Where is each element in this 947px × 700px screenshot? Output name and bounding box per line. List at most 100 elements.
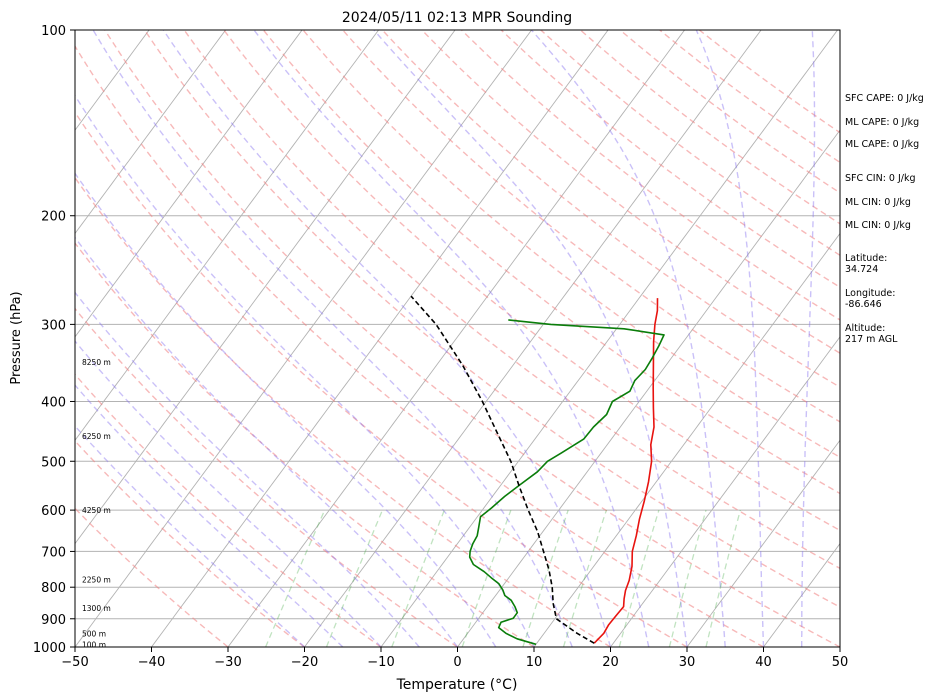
parcel-line [410,295,595,644]
mixing-ratio-line [391,509,446,647]
x-tick-label: −50 [61,655,88,670]
ml-cape-text: ML CAPE: 0 J/kg [845,117,920,128]
longitude-label: Longitude: [845,288,896,299]
dry-adiabat-line [223,30,840,532]
height-label: 8250 m [82,358,111,367]
mixing-ratio-line [461,509,512,647]
dry-adiabat-line [381,30,840,388]
dry-adiabat-line [183,30,840,570]
moist-adiabat-line [92,30,573,647]
mixing-ratio-line [562,509,608,647]
mixing-ratio-line [265,509,326,647]
dry-adiabat-line [75,111,688,647]
x-tick-label: 0 [453,655,461,670]
moist-adiabat-line [373,30,688,647]
dry-adiabat-line [619,30,840,194]
sfc-cape-text: SFC CAPE: 0 J/kg [845,93,924,104]
mixing-ratio-line [522,509,569,647]
height-label: 4250 m [82,506,111,515]
x-tick-label: −10 [367,655,394,670]
isotherm-line [533,232,840,647]
height-label: 1300 m [82,604,111,613]
altitude-label: Altitude: [845,323,886,334]
plot-background [75,30,840,647]
moist-adiabat-line [75,94,535,647]
moist-adiabat-line [75,384,344,647]
dry-adiabat-line [302,30,840,459]
moist-adiabat-line [75,340,382,647]
longitude-value: -86.646 [845,299,882,310]
y-tick-label: 200 [41,210,66,225]
y-axis: 100 200 300 400 500 600 700 800 900 1000 [33,24,75,656]
ml-cin-text: ML CIN: 0 J/kg [845,197,911,208]
isotherm-line [151,30,609,647]
y-tick-label: 600 [41,504,66,519]
x-tick-label: −30 [214,655,241,670]
y-tick-label: 400 [41,395,66,410]
background-lines [75,30,840,647]
sounding-series [410,295,665,646]
x-tick-label: 30 [679,655,696,670]
isotherm-line [380,30,838,647]
height-label: 6250 m [82,432,111,441]
y-tick-label: 800 [41,581,66,596]
temperature-line [593,298,659,644]
isotherm-line [610,336,840,647]
ml-cape-text-2: ML CAPE: 0 J/kg [845,139,920,150]
dewpoint-line [468,319,665,646]
x-tick-label: −40 [138,655,165,670]
dry-adiabat-line [75,507,229,647]
isotherm-line [75,30,532,647]
mixing-ratio-line [668,509,707,647]
height-label: 100 m [82,640,106,649]
ml-cin-text-2: ML CIN: 0 J/kg [845,220,911,231]
y-tick-label: 500 [41,455,66,470]
dry-adiabat-line [262,30,840,495]
x-axis: −50 −40 −30 −20 −10 0 10 20 30 40 50 [61,647,848,670]
isotherm-line [75,30,379,442]
mixing-ratio-line [705,509,742,647]
mixing-ratio-line [618,509,660,647]
y-tick-label: 100 [41,24,66,39]
isotherm-line [304,30,762,647]
isotherm-line [227,30,685,647]
moist-adiabat-line [801,30,816,647]
height-label: 500 m [82,629,106,638]
dry-adiabat-line [144,30,840,608]
moist-adiabat-line [253,30,650,647]
moist-adiabat-line [75,172,497,647]
isotherm-line [686,439,840,647]
mixing-ratio-line [325,509,384,647]
isotherm-line [457,129,840,647]
sfc-cin-text: SFC CIN: 0 J/kg [845,173,916,184]
dry-adiabat-line [75,307,458,647]
y-tick-label: 900 [41,613,66,628]
moist-adiabat-line [530,30,726,647]
dry-adiabat-line [342,30,840,423]
y-axis-label: Pressure (hPa) [9,291,24,384]
x-tick-label: 40 [755,655,772,670]
isotherm-line [75,30,303,338]
dry-adiabat-line [75,44,764,647]
y-tick-label: 300 [41,318,66,333]
dry-adiabat-line [540,30,840,257]
moist-adiabat-line [162,30,612,647]
x-tick-label: −20 [291,655,318,670]
x-tick-label: 10 [526,655,543,670]
x-axis-label: Temperature (°C) [396,677,518,693]
moist-adiabat-line [75,236,459,647]
moist-adiabat-line [695,30,765,647]
moist-adiabat-line [75,425,305,647]
latitude-value: 34.724 [845,264,879,275]
dry-adiabat-line [75,439,305,647]
height-labels: 100 m 500 m 1300 m 2250 m 4250 m 6250 m 8250 m [82,358,111,649]
dry-adiabat-line [579,30,840,225]
x-tick-label: 50 [832,655,849,670]
dry-adiabat-line [659,30,840,164]
y-tick-label: 700 [41,545,66,560]
latitude-label: Latitude: [845,253,888,264]
isotherm-line [75,30,226,235]
dry-adiabat-line [75,241,535,647]
isotherm-line [75,30,456,545]
